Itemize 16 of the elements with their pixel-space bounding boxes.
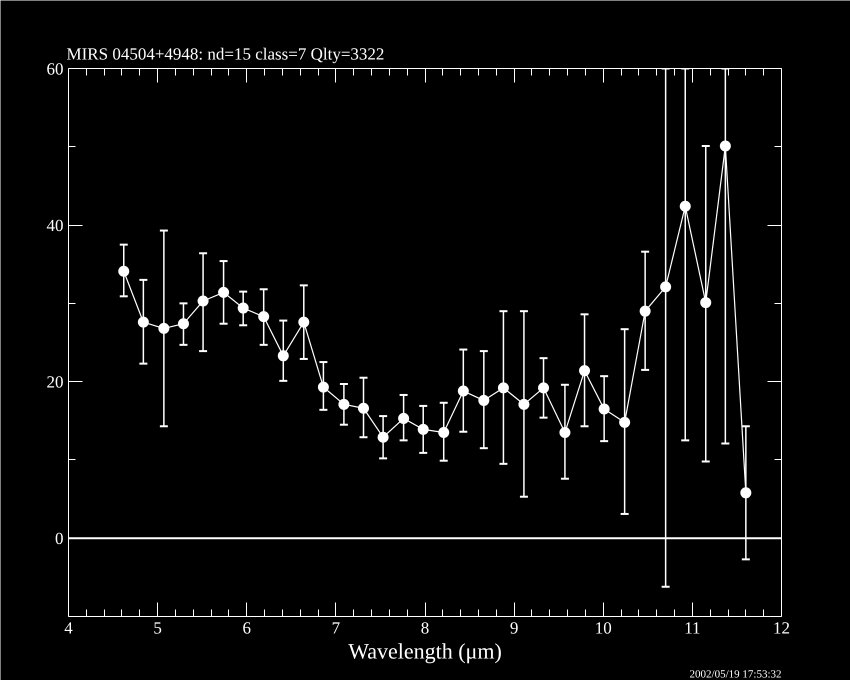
x-tick-label: 10 [594,618,612,638]
x-tick-label: 5 [153,618,162,638]
x-tick-label: 7 [332,618,341,638]
y-tick-label: 20 [46,372,64,392]
x-tick-label: 6 [242,618,251,638]
x-tick-label: 11 [684,618,701,638]
y-tick-label: 40 [46,216,64,236]
x-axis-title: Wavelength (μm) [348,638,502,664]
x-tick-label: 12 [773,618,790,638]
x-tick-label: 8 [420,618,430,638]
x-tick-label: 9 [510,618,518,638]
text: 2002/05/19 17:53:32 [690,668,782,680]
y-tick-label: 60 [46,60,64,78]
x-tick-label: 4 [64,618,74,638]
y-tick-label: 0 [55,529,64,548]
chart-title: MIRS 04504+4948: nd=15 class=7 Qlty=3322 [66,44,384,64]
